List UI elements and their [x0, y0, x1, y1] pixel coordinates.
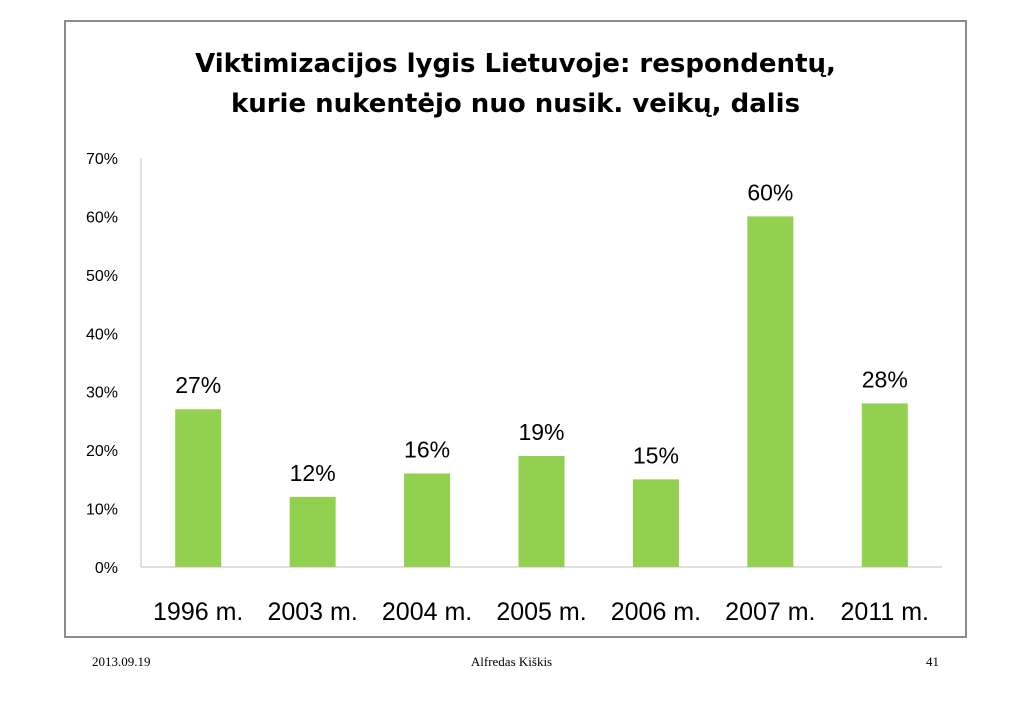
- data-label: 60%: [747, 179, 793, 205]
- x-tick-label: 2003 m.: [267, 598, 357, 626]
- x-axis-tick-labels: 1996 m. 2003 m. 2004 m. 2005 m. 2006 m. 2007 …: [153, 598, 929, 626]
- data-label: 19%: [518, 419, 564, 445]
- y-tick-label: 60%: [86, 209, 118, 226]
- data-labels-group: 27% 12% 16% 19% 15% 60% 28%: [175, 179, 908, 485]
- bar: [861, 403, 908, 567]
- x-tick-label: 2005 m.: [496, 598, 586, 626]
- bar: [175, 409, 222, 567]
- y-tick-label: 40%: [86, 326, 118, 343]
- bars-group: [175, 216, 908, 567]
- y-tick-label: 30%: [86, 385, 118, 402]
- y-tick-label: 50%: [86, 268, 118, 285]
- chart-title-line-1: Viktimizacijos lygis Lietuvoje: responde…: [195, 49, 836, 79]
- y-tick-label: 10%: [86, 502, 118, 519]
- bar: [747, 216, 794, 567]
- data-label: 16%: [404, 437, 450, 463]
- x-tick-label: 2006 m.: [611, 598, 701, 626]
- x-tick-label: 2011 m.: [841, 598, 929, 626]
- bar: [289, 496, 336, 567]
- data-label: 28%: [862, 366, 908, 392]
- bar: [518, 455, 565, 567]
- y-tick-label: 70%: [86, 151, 118, 168]
- y-axis-tick-labels: 0% 10% 20% 30% 40% 50% 60% 70%: [86, 151, 118, 577]
- x-tick-label: 1996 m.: [153, 598, 243, 626]
- x-tick-label: 2007 m.: [725, 598, 815, 626]
- data-label: 12%: [290, 460, 336, 486]
- data-label: 15%: [633, 442, 679, 468]
- bar: [404, 473, 451, 567]
- footer-page-number: 41: [926, 654, 939, 669]
- bar: [632, 479, 679, 567]
- footer-author: Alfredas Kiškis: [470, 654, 553, 669]
- chart-title: Viktimizacijos lygis Lietuvoje: responde…: [64, 44, 967, 124]
- y-tick-label: 0%: [95, 560, 118, 577]
- y-tick-label: 20%: [86, 443, 118, 460]
- data-label: 27%: [175, 372, 221, 398]
- footer-date: 2013.09.19: [92, 654, 151, 669]
- chart-title-line-2: kurie nukentėjo nuo nusik. veikų, dalis: [230, 89, 801, 119]
- x-tick-label: 2004 m.: [382, 598, 472, 626]
